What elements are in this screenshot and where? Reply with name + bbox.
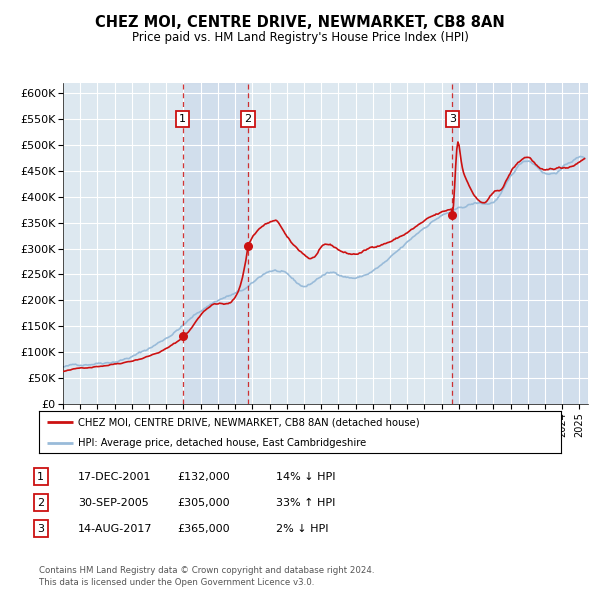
Text: 17-DEC-2001: 17-DEC-2001 [78, 472, 151, 481]
Bar [183, 83, 248, 404]
Text: 3: 3 [449, 114, 456, 124]
Text: 2% ↓ HPI: 2% ↓ HPI [276, 524, 329, 533]
Text: 3: 3 [37, 524, 44, 533]
Text: £365,000: £365,000 [177, 524, 230, 533]
Text: 14% ↓ HPI: 14% ↓ HPI [276, 472, 335, 481]
Text: 30-SEP-2005: 30-SEP-2005 [78, 498, 149, 507]
Text: £305,000: £305,000 [177, 498, 230, 507]
Text: 33% ↑ HPI: 33% ↑ HPI [276, 498, 335, 507]
Text: 2: 2 [244, 114, 251, 124]
Text: 14-AUG-2017: 14-AUG-2017 [78, 524, 152, 533]
Bar [452, 83, 588, 404]
Text: CHEZ MOI, CENTRE DRIVE, NEWMARKET, CB8 8AN: CHEZ MOI, CENTRE DRIVE, NEWMARKET, CB8 8… [95, 15, 505, 30]
Text: CHEZ MOI, CENTRE DRIVE, NEWMARKET, CB8 8AN (detached house): CHEZ MOI, CENTRE DRIVE, NEWMARKET, CB8 8… [78, 417, 420, 427]
Text: Price paid vs. HM Land Registry's House Price Index (HPI): Price paid vs. HM Land Registry's House … [131, 31, 469, 44]
Text: 1: 1 [179, 114, 187, 124]
Text: HPI: Average price, detached house, East Cambridgeshire: HPI: Average price, detached house, East… [78, 438, 367, 448]
Text: Contains HM Land Registry data © Crown copyright and database right 2024.
This d: Contains HM Land Registry data © Crown c… [39, 566, 374, 587]
Text: 2: 2 [37, 498, 44, 507]
Text: £132,000: £132,000 [177, 472, 230, 481]
Text: 1: 1 [37, 472, 44, 481]
